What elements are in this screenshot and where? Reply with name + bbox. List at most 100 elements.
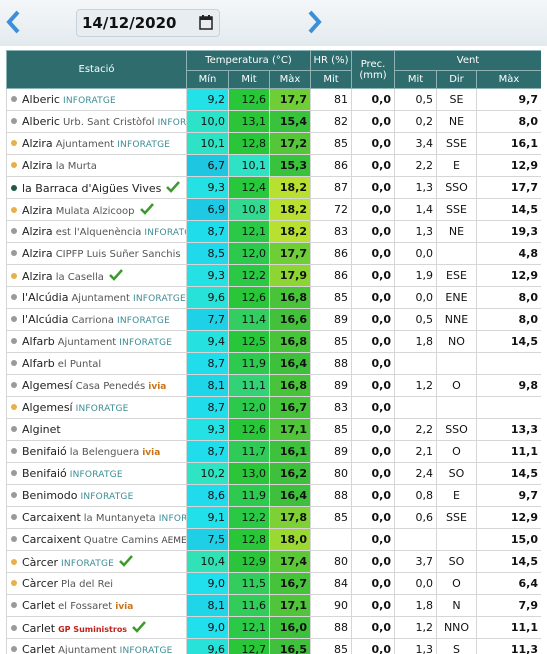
station-name[interactable]: Alginet bbox=[22, 423, 61, 436]
wind-max: 9,7 bbox=[476, 484, 541, 507]
station-name[interactable]: Alfarb bbox=[22, 357, 55, 370]
calendar-icon[interactable] bbox=[199, 15, 213, 30]
station-place: la Casella bbox=[55, 271, 104, 283]
station-row: Algemesí Casa Penedés ivia 8,1 11,1 16,8 89 0,0… bbox=[6, 374, 541, 397]
subheader[interactable]: Màx bbox=[476, 70, 541, 89]
station-name[interactable]: Benifaió bbox=[22, 467, 67, 480]
source-tag: INFORATGE bbox=[75, 404, 129, 414]
status-dot bbox=[11, 646, 17, 652]
temp-max: 16,2 bbox=[269, 462, 311, 485]
wind-direction bbox=[436, 242, 477, 265]
source-tag: INFORATGE bbox=[144, 228, 185, 238]
temp-min: 9,3 bbox=[186, 418, 229, 441]
wind-direction: O bbox=[436, 572, 477, 595]
humidity: 85 bbox=[310, 638, 352, 654]
subheader[interactable]: Màx bbox=[269, 70, 311, 89]
wind-mean: 2,2 bbox=[394, 154, 437, 177]
humidity: 88 bbox=[310, 352, 352, 375]
station-name[interactable]: Alzira bbox=[22, 137, 53, 150]
station-name[interactable]: Alzira bbox=[22, 269, 53, 283]
station-name[interactable]: Alzira bbox=[22, 247, 53, 260]
temp-min: 7,7 bbox=[186, 308, 229, 331]
station-place: Mulata Alzicoop bbox=[55, 205, 135, 217]
station-name[interactable]: Càrcer bbox=[22, 577, 59, 590]
wind-direction: SSO bbox=[436, 176, 477, 199]
subheader[interactable]: Mit bbox=[310, 70, 352, 89]
date-picker[interactable]: 14/12/2020 bbox=[76, 9, 220, 37]
station-name[interactable]: l'Alcúdia bbox=[22, 291, 69, 304]
station-name[interactable]: Carcaixent bbox=[22, 511, 81, 524]
subheader[interactable]: Mín bbox=[186, 70, 229, 89]
humidity: 89 bbox=[310, 374, 352, 397]
station-cell: Carlet Ajuntament INFORATGE bbox=[6, 638, 187, 654]
station-name[interactable]: Benimodo bbox=[22, 489, 78, 502]
station-row: Carlet Ajuntament INFORATGE 9,6 12,7 16,5 85 0,… bbox=[6, 638, 541, 654]
station-name[interactable]: Càrcer bbox=[22, 555, 59, 569]
humidity: 82 bbox=[310, 110, 352, 133]
station-name[interactable]: Carlet bbox=[22, 599, 56, 612]
station-name[interactable]: Carlet bbox=[22, 643, 56, 654]
source-tag: INFORATGE bbox=[119, 646, 173, 654]
previous-day[interactable] bbox=[6, 10, 22, 34]
humidity: 83 bbox=[310, 396, 352, 419]
station-name[interactable]: Carlet bbox=[22, 621, 56, 635]
station-name[interactable]: la Barraca d'Aigües Vives bbox=[22, 181, 162, 195]
station-name[interactable]: Alfarb bbox=[22, 335, 55, 348]
station-row: Algemesí INFORATGE 8,7 12,0 16,7 83 0,0 bbox=[6, 396, 541, 419]
precipitation: 0,0 bbox=[351, 330, 395, 353]
station-name[interactable]: Algemesí bbox=[22, 379, 73, 392]
station-name[interactable]: Alberic bbox=[22, 115, 60, 128]
wind-direction bbox=[436, 528, 477, 551]
temp-max: 16,6 bbox=[269, 308, 311, 331]
next-day[interactable] bbox=[306, 10, 322, 34]
station-name[interactable]: l'Alcúdia bbox=[22, 313, 69, 326]
humidity: 86 bbox=[310, 264, 352, 287]
wind-direction: O bbox=[436, 374, 477, 397]
humidity: 83 bbox=[310, 220, 352, 243]
status-dot bbox=[11, 250, 17, 256]
wind-max: 6,4 bbox=[476, 572, 541, 595]
station-place: el Fossaret bbox=[58, 601, 113, 612]
subheader[interactable]: Dir bbox=[436, 70, 477, 89]
wind-max: 14,5 bbox=[476, 330, 541, 353]
wind-mean: 0,0 bbox=[394, 286, 437, 309]
subheader[interactable]: Mit bbox=[394, 70, 437, 89]
precipitation: 0,0 bbox=[351, 440, 395, 463]
header-precipitation[interactable]: Prec. (mm) bbox=[351, 50, 395, 89]
wind-direction: SSO bbox=[436, 418, 477, 441]
station-name[interactable]: Algemesí bbox=[22, 401, 73, 414]
subheader[interactable]: Mit bbox=[228, 70, 270, 89]
station-row: Alginet 9,3 12,6 17,1 85 0,0 2,2 SSO 13,3 bbox=[6, 418, 541, 441]
wind-max bbox=[476, 352, 541, 375]
humidity: 84 bbox=[310, 572, 352, 595]
station-name[interactable]: Carcaixent bbox=[22, 533, 81, 546]
humidity: 85 bbox=[310, 418, 352, 441]
station-name[interactable]: Benifaió bbox=[22, 445, 67, 458]
temp-max: 17,2 bbox=[269, 132, 311, 155]
wind-mean: 1,8 bbox=[394, 594, 437, 617]
temp-max: 17,8 bbox=[269, 506, 311, 529]
temp-mean: 12,1 bbox=[228, 616, 270, 639]
station-name[interactable]: Alzira bbox=[22, 203, 53, 217]
wind-mean: 2,2 bbox=[394, 418, 437, 441]
temp-max: 17,1 bbox=[269, 594, 311, 617]
station-name[interactable]: Alberic bbox=[22, 93, 60, 106]
station-name[interactable]: Alzira bbox=[22, 159, 53, 172]
station-row: Càrcer Pla del Rei 9,0 11,5 16,7 84 0,0 0,0 O 6,4 bbox=[6, 572, 541, 595]
wind-max: 11,3 bbox=[476, 638, 541, 654]
precipitation: 0,0 bbox=[351, 550, 395, 573]
wind-direction: SSE bbox=[436, 198, 477, 221]
temp-max: 17,4 bbox=[269, 550, 311, 573]
temp-min: 8,5 bbox=[186, 242, 229, 265]
humidity: 80 bbox=[310, 462, 352, 485]
temp-min: 10,2 bbox=[186, 462, 229, 485]
status-dot bbox=[11, 96, 17, 102]
wind-direction: E bbox=[436, 484, 477, 507]
status-dot bbox=[11, 228, 17, 234]
wind-direction: SE bbox=[436, 88, 477, 111]
header-station[interactable]: Estació bbox=[6, 50, 187, 89]
station-name[interactable]: Alzira bbox=[22, 225, 53, 238]
